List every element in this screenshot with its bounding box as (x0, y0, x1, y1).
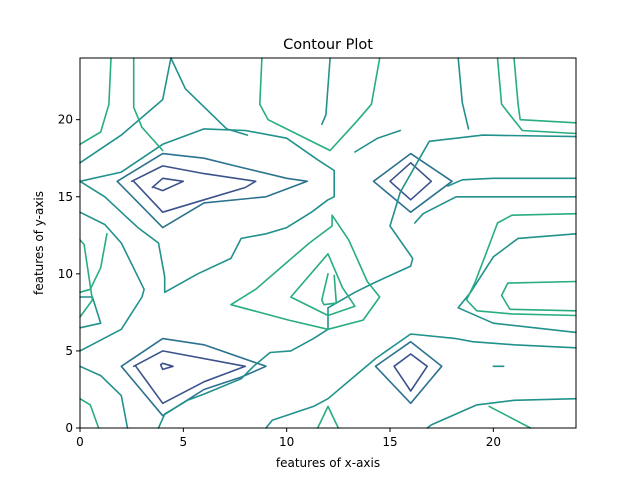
contour-line-39 (500, 280, 577, 312)
y-tick-label: 10 (58, 267, 73, 281)
contour-line-22 (426, 397, 577, 429)
contour-line-8 (372, 152, 453, 213)
axes-frame (79, 57, 577, 429)
x-tick-label: 20 (486, 435, 501, 449)
contour-line-0 (151, 177, 185, 192)
x-axis-ticks: 0 5 10 15 20 (76, 428, 501, 449)
contour-line-25 (457, 57, 470, 130)
contour-line-3 (132, 350, 247, 405)
x-tick-label: 15 (382, 435, 397, 449)
x-axis-label: features of x-axis (276, 456, 380, 470)
contour-line-33 (79, 239, 94, 318)
contour-line-1 (130, 165, 257, 213)
contour-line-15 (157, 134, 577, 429)
contour-line-35 (316, 405, 340, 429)
contour-line-31 (230, 214, 381, 331)
contour-line-23 (447, 177, 577, 187)
contour-line-34 (79, 397, 100, 429)
contour-line-11 (79, 128, 336, 294)
chart-title: Contour Plot (283, 37, 373, 53)
y-tick-label: 15 (58, 190, 73, 204)
contour-line-10 (79, 57, 172, 164)
contour-line-13 (79, 365, 129, 429)
contour-line-16 (170, 57, 249, 136)
contour-line-29 (320, 272, 338, 306)
x-tick-label: 10 (279, 435, 294, 449)
y-axis-label: features of y-axis (32, 191, 46, 295)
contour-line-24 (413, 196, 577, 224)
contour-line-28 (258, 57, 381, 152)
contour-line-27 (132, 57, 164, 152)
y-axis-ticks: 0 5 10 15 20 (58, 113, 80, 435)
y-tick-label: 5 (65, 344, 73, 358)
contour-line-4 (389, 162, 433, 201)
contour-line-17 (320, 57, 331, 126)
contour-line-38 (496, 57, 577, 135)
contour-line-12 (79, 211, 145, 352)
contour-line-14 (79, 296, 102, 329)
contour-line-26 (79, 57, 112, 146)
x-tick-label: 5 (180, 435, 188, 449)
contour-line-2 (159, 362, 174, 371)
x-tick-label: 0 (76, 435, 84, 449)
contour-line-32 (79, 233, 108, 294)
contour-line-6 (116, 152, 309, 229)
y-tick-label: 20 (58, 113, 73, 127)
contour-line-30 (289, 253, 356, 317)
contour-line-18 (354, 129, 402, 153)
contour-line-40 (465, 212, 577, 317)
y-tick-label: 0 (65, 421, 73, 435)
contour-line-21 (265, 333, 577, 429)
contour-line-37 (513, 57, 577, 124)
contour-lines (79, 57, 577, 429)
contour-line-9 (374, 340, 443, 405)
contour-line-36 (488, 405, 532, 429)
contour-line-5 (393, 353, 429, 392)
